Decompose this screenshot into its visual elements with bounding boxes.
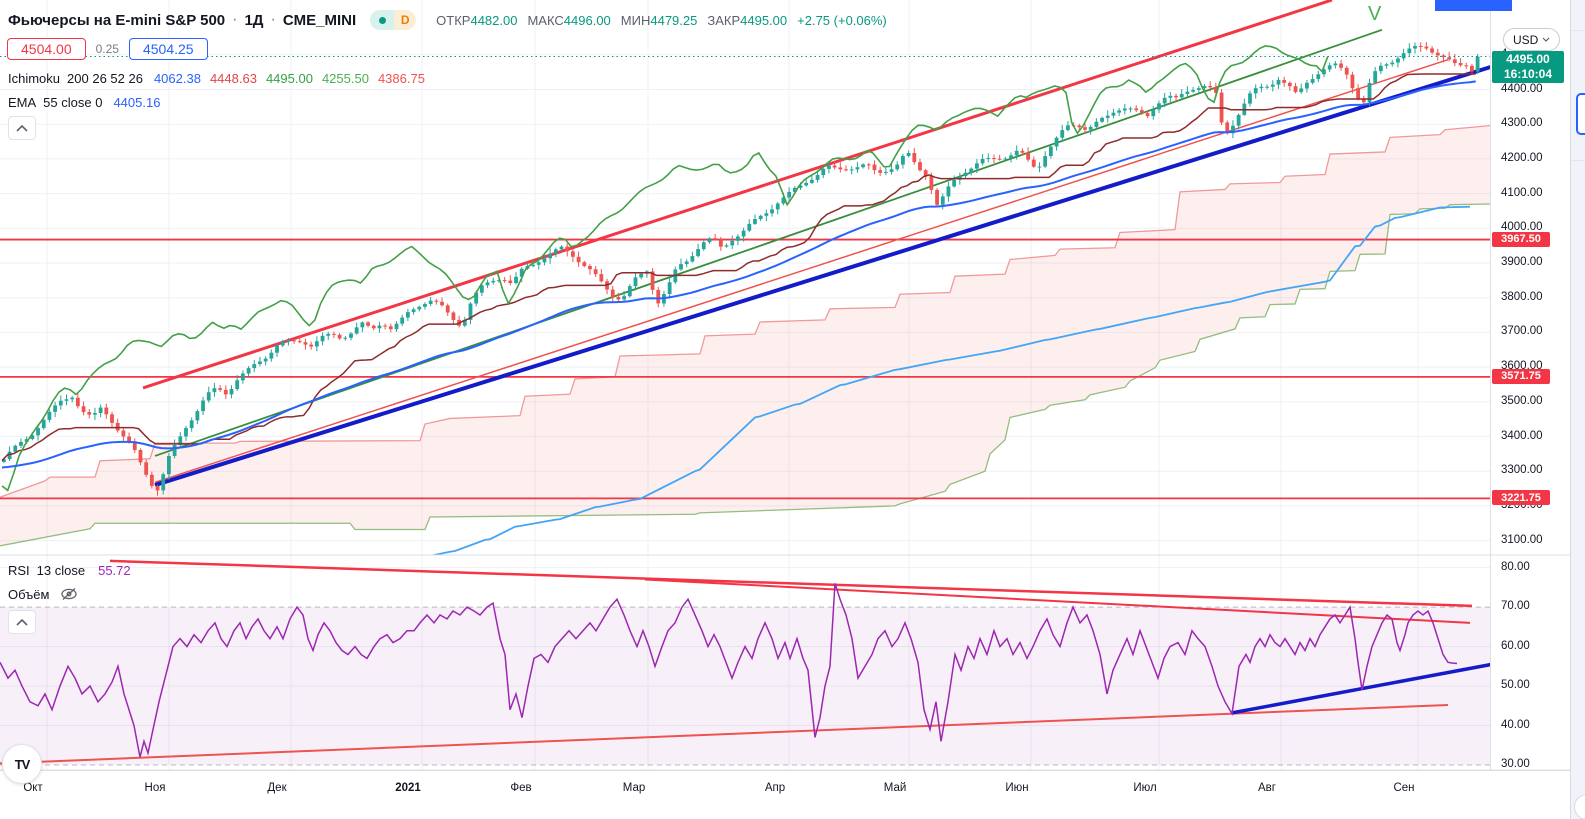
ichimoku-value: 4386.75 (377, 71, 425, 86)
time-axis-label: Май (883, 782, 907, 794)
time-axis-label: Мар (622, 782, 646, 794)
open-label: ОТКР (436, 12, 471, 28)
change-value: +2.75 (+0.06%) (797, 12, 887, 28)
rsi-tick: 50.00 (1501, 679, 1530, 692)
level-price-label: 3221.75 (1492, 490, 1550, 506)
separator-dot: · (270, 11, 276, 28)
sidebar-circle-button[interactable] (1574, 794, 1585, 819)
volume-legend[interactable]: Объём (8, 586, 78, 602)
rsi-tick: 40.00 (1501, 718, 1530, 731)
price-tick: 3500.00 (1501, 394, 1543, 407)
close-label: ЗАКР (707, 12, 741, 28)
price-tick: 3900.00 (1501, 256, 1543, 268)
svg-text:V: V (1368, 3, 1382, 25)
low-label: МИН (620, 12, 651, 28)
time-axis-label: Июл (1133, 782, 1157, 794)
sell-bid-button[interactable]: 4504.00 (7, 38, 86, 60)
symbol-header: Фьючерсы на E-mini S&P 500 · 1Д · CME_MI… (8, 10, 887, 30)
close-value: 4495.00 (740, 12, 788, 28)
current-price: 4495.00 (1506, 52, 1550, 66)
ichimoku-legend[interactable]: Ichimoku 200 26 52 26 4062.38 4448.63 4495… (8, 71, 425, 86)
price-axis[interactable]: 4 USD 4495.00 16:10:04 4400.004300.00420… (1490, 0, 1571, 770)
rsi-legend[interactable]: RSI 13 close 55.72 (8, 563, 131, 578)
sidebar-selected-item[interactable] (1576, 93, 1585, 135)
time-axis-label: Сен (1393, 782, 1415, 794)
ichimoku-value: 4255.50 (321, 71, 369, 86)
price-tick: 3700.00 (1501, 325, 1543, 338)
level-price-label: 3967.50 (1492, 231, 1550, 247)
high-value: 4496.00 (563, 12, 611, 28)
time-axis-label: Ноя (144, 782, 166, 794)
price-tick: 4300.00 (1501, 117, 1543, 130)
time-axis-label: Июн (1005, 782, 1029, 794)
ohlc-readout: ОТКР4482.00 МАКС4496.00 МИН4479.25 ЗАКР4… (436, 13, 887, 28)
collapse-main-pane-button[interactable] (8, 116, 36, 140)
price-tick: 3400.00 (1501, 429, 1543, 442)
bar-countdown: 16:10:04 (1503, 67, 1553, 81)
market-status-pill: D (370, 10, 417, 30)
rsi-tick: 30.00 (1501, 758, 1530, 770)
symbol-title[interactable]: Фьючерсы на E-mini S&P 500 (8, 11, 226, 29)
rsi-name: RSI (8, 563, 30, 578)
spread-value: 0.25 (95, 42, 119, 56)
market-open-dot-icon (370, 10, 395, 30)
high-label: МАКС (527, 12, 564, 28)
buy-ask-button[interactable]: 4504.25 (128, 38, 208, 60)
rsi-params: 13 close (36, 563, 86, 578)
low-value: 4479.25 (650, 12, 698, 28)
collapse-rsi-pane-button[interactable] (8, 610, 36, 634)
rsi-value: 55.72 (98, 563, 131, 578)
top-toolbar-blue-button[interactable] (1435, 0, 1512, 11)
exchange-label: CME_MINI (282, 11, 357, 29)
chevron-up-icon (16, 124, 28, 132)
time-axis-label: Авг (1258, 782, 1276, 794)
price-tick: 4400.00 (1501, 82, 1543, 95)
currency-label: USD (1513, 32, 1539, 47)
current-price-label: 4495.00 16:10:04 (1492, 51, 1564, 83)
ichimoku-params: 200 26 52 26 (67, 71, 143, 86)
time-axis-label: Окт (23, 782, 43, 794)
rsi-tick: 80.00 (1501, 560, 1530, 573)
ichimoku-values: 4062.38 4448.63 4495.00 4255.50 4386.75 (154, 71, 425, 86)
time-axis[interactable]: Окт Ноя Дек 2021 Фев Мар Апр Май Июн Июл Авг Сен (0, 770, 1585, 819)
separator-dot: · (232, 11, 238, 28)
right-sidebar-edge (1570, 0, 1585, 819)
ema-params: 55 close 0 (43, 95, 103, 110)
time-axis-label: Апр (764, 782, 786, 794)
ichimoku-value: 4448.63 (209, 71, 257, 86)
price-tick: 4000.00 (1501, 221, 1543, 234)
interval-badge[interactable]: D (394, 10, 417, 30)
chevron-down-icon (1542, 37, 1550, 42)
currency-selector-button[interactable]: USD (1503, 28, 1561, 51)
price-tick: 4200.00 (1501, 151, 1543, 164)
volume-name: Объём (8, 586, 50, 602)
ema-legend[interactable]: EMA 55 close 0 4405.16 (8, 95, 160, 110)
chevron-up-icon (16, 618, 28, 626)
price-tick: 3100.00 (1501, 533, 1543, 546)
time-axis-label: Дек (267, 782, 287, 794)
tradingview-logo[interactable]: TV (2, 744, 42, 784)
rsi-tick: 60.00 (1501, 639, 1530, 652)
rsi-tick: 70.00 (1501, 600, 1530, 613)
open-value: 4482.00 (470, 12, 518, 28)
price-tick: 4100.00 (1501, 186, 1543, 199)
ichimoku-value: 4495.00 (265, 71, 313, 86)
price-tick: 3300.00 (1501, 464, 1543, 477)
ichimoku-value: 4062.38 (153, 71, 201, 86)
level-price-label: 3571.75 (1492, 368, 1550, 384)
time-axis-label: 2021 (395, 782, 421, 794)
time-axis-label: Фев (510, 782, 532, 794)
ema-value: 4405.16 (113, 95, 161, 110)
ema-name: EMA (8, 95, 37, 110)
interval-label[interactable]: 1Д (244, 11, 264, 29)
ichimoku-name: Ichimoku (8, 71, 61, 86)
eye-hidden-icon[interactable] (60, 586, 78, 602)
price-tick: 3800.00 (1501, 290, 1543, 303)
quote-row: 4504.00 0.25 4504.25 (7, 38, 208, 60)
